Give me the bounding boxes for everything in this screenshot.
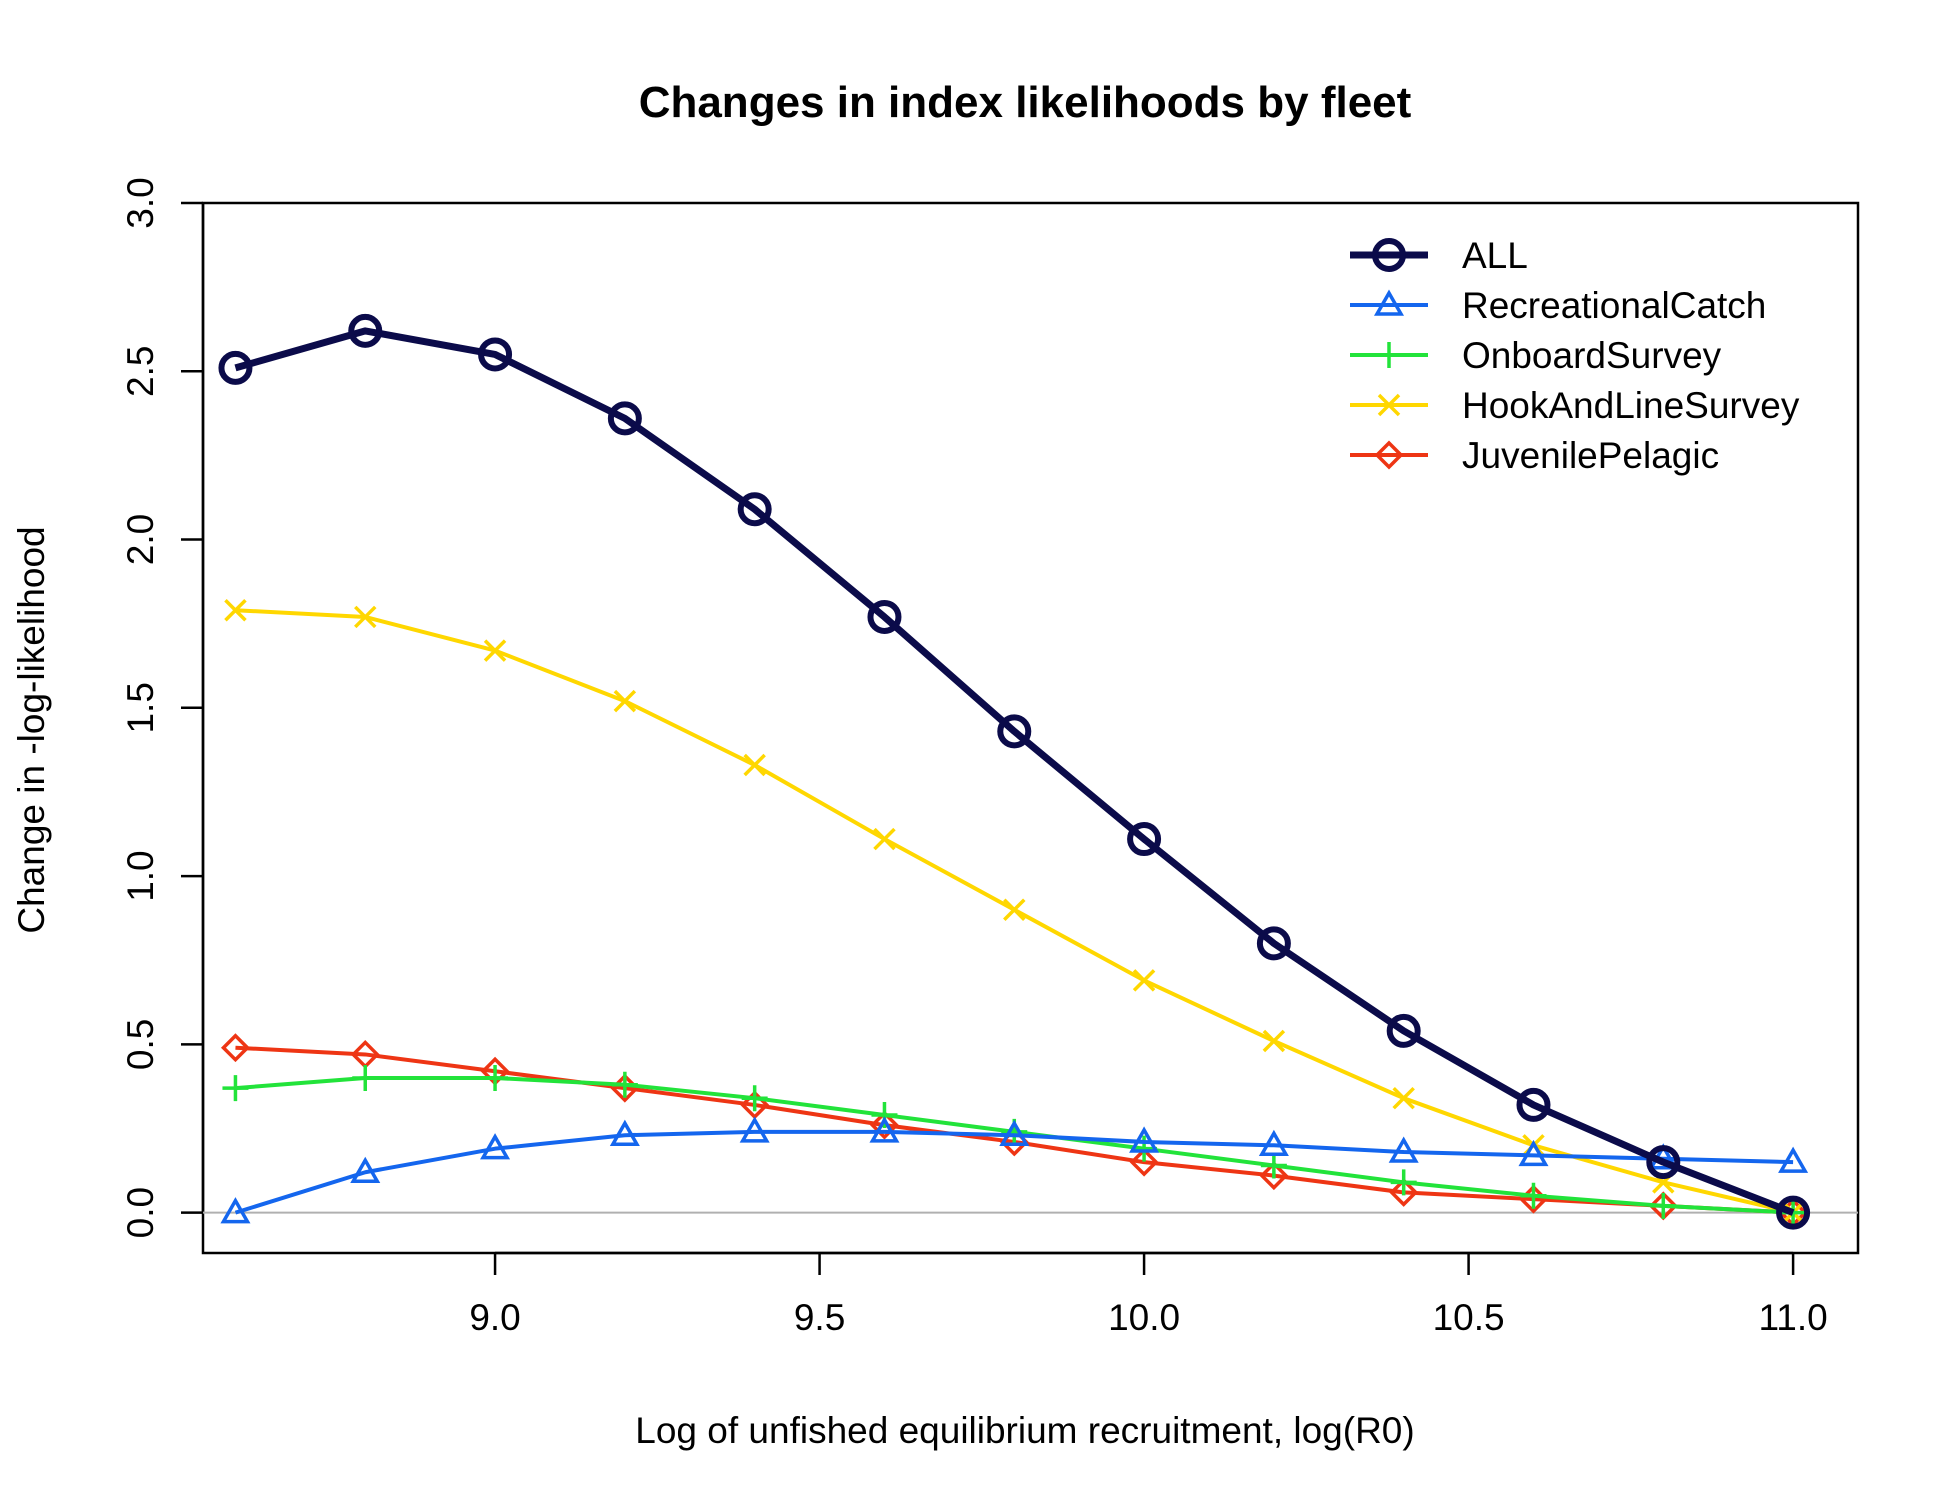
y-axis-label: Change in -log-likelihood [11,526,52,933]
data-point-all [1776,1195,1811,1230]
data-point-hookandlinesurvey [1262,1029,1286,1053]
data-point-all [478,337,513,372]
y-tick-label: 2.5 [120,346,161,397]
data-point-recreationalcatch [1518,1139,1549,1167]
data-point-recreationalcatch [480,1133,511,1160]
data-point-all [1646,1145,1681,1180]
data-point-all [1256,926,1291,961]
data-point-recreationalcatch [999,1119,1030,1146]
data-point-all [867,599,902,634]
data-point-all [997,714,1032,749]
legend-marker [1377,393,1401,417]
data-point-recreationalcatch [220,1197,251,1224]
series-group [218,313,1811,1230]
data-point-onboardsurvey [1650,1192,1677,1219]
x-tick-label: 11.0 [1758,1297,1827,1338]
data-point-onboardsurvey [482,1065,509,1091]
legend-item-recreationalcatch: RecreationalCatch [1350,285,1766,326]
series-all [218,313,1811,1230]
data-point-recreationalcatch [1129,1126,1160,1153]
x-tick-label: 9.5 [794,1297,845,1338]
data-point-hookandlinesurvey [354,605,377,629]
data-point-recreationalcatch [739,1116,770,1143]
data-point-juvenilepelagic [869,1110,899,1140]
y-tick-label: 1.5 [120,682,161,733]
data-point-all [1516,1087,1551,1122]
data-point-juvenilepelagic [1129,1147,1159,1177]
axes: 0.0 0.5 1.0 1.5 2.0 2.5 3.0 9.0 9.5 10.0 10.5 11.0 [120,177,1858,1338]
data-point-hookandlinesurvey [873,827,896,851]
data-point-hookandlinesurvey [613,689,637,713]
data-point-hookandlinesurvey [1132,969,1156,992]
series-line-all [234,327,1795,1216]
legend-label: JuvenilePelagic [1462,435,1719,476]
legend-label: RecreationalCatch [1462,285,1766,326]
data-point-onboardsurvey [222,1075,249,1102]
y-tick-label: 3.0 [120,177,161,228]
data-point-hookandlinesurvey [224,598,247,622]
data-point-onboardsurvey [1260,1152,1287,1179]
data-point-juvenilepelagic [1259,1161,1289,1191]
x-axis-label: Log of unfished equilibrium recruitment,… [635,1410,1414,1451]
legend-label: OnboardSurvey [1462,335,1722,376]
legend-item-all: ALL [1350,235,1528,276]
data-point-juvenilepelagic [220,1033,250,1063]
data-point-all [348,313,383,348]
legend: ALL RecreationalCatch OnboardSurvey HookAnd… [1350,235,1800,476]
data-point-onboardsurvey [871,1102,898,1129]
data-point-onboardsurvey [1520,1182,1547,1209]
data-point-all [607,401,642,436]
series-line-recreationalcatch [234,1129,1794,1215]
y-tick-label: 0.0 [120,1187,161,1238]
data-point-onboardsurvey [352,1065,379,1091]
chart-title: Changes in index likelihoods by fleet [639,78,1412,127]
legend-marker [1372,238,1406,272]
legend-marker [1373,289,1405,316]
data-point-hookandlinesurvey [1392,1086,1415,1110]
data-point-hookandlinesurvey [1003,898,1026,921]
legend-item-onboardsurvey: OnboardSurvey [1350,335,1722,376]
x-tick-label: 9.0 [469,1297,520,1338]
data-point-all [1386,1013,1421,1048]
data-point-all [1127,822,1162,857]
y-tick-label: 2.0 [120,514,161,565]
data-point-onboardsurvey [741,1085,768,1112]
x-tick-label: 10.5 [1433,1297,1505,1338]
data-point-all [737,492,772,527]
x-tick-label: 10.0 [1108,1297,1180,1338]
data-point-recreationalcatch [609,1119,640,1146]
y-tick-label: 1.0 [120,850,161,901]
data-point-recreationalcatch [1258,1129,1289,1157]
series-recreationalcatch [220,1116,1809,1224]
legend-marker [1376,342,1402,368]
legend-label: ALL [1462,235,1528,276]
data-point-onboardsurvey [1390,1169,1417,1196]
data-point-hookandlinesurvey [483,639,507,662]
data-point-all [218,350,253,385]
data-point-recreationalcatch [350,1156,381,1183]
data-point-onboardsurvey [611,1071,638,1098]
legend-label: HookAndLineSurvey [1462,385,1800,426]
data-point-hookandlinesurvey [743,753,766,777]
data-point-recreationalcatch [1388,1136,1419,1163]
data-point-juvenilepelagic [1389,1177,1419,1207]
data-point-recreationalcatch [869,1116,900,1143]
y-tick-label: 0.5 [120,1019,161,1070]
legend-item-hookandlinesurvey: HookAndLineSurvey [1350,385,1800,426]
data-point-recreationalcatch [1778,1146,1809,1173]
legend-item-juvenilepelagic: JuvenilePelagic [1350,435,1719,476]
legend-marker [1374,440,1404,470]
